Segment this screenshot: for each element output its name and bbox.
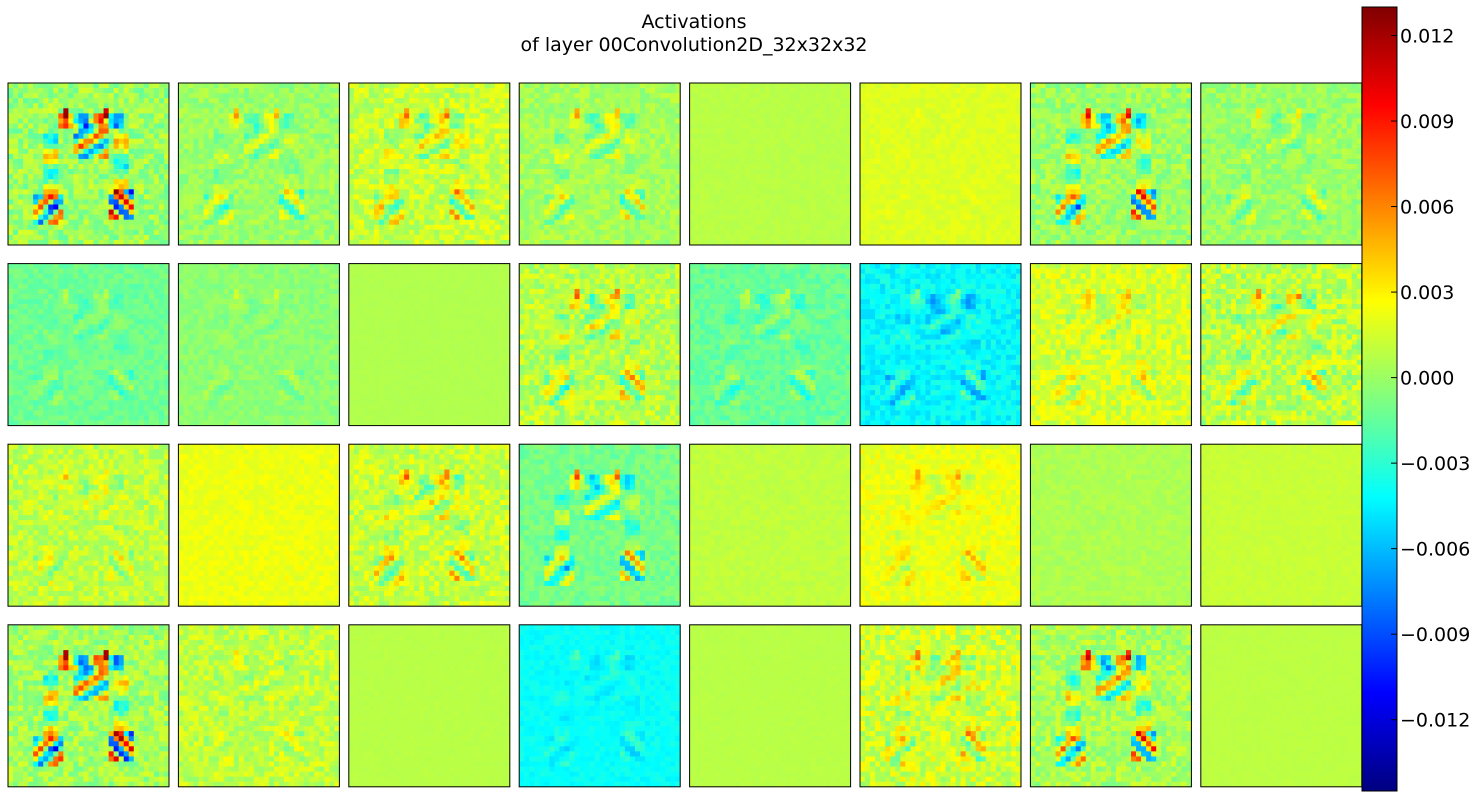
activation-map-20 (689, 443, 852, 607)
activation-map-frame (1029, 443, 1192, 607)
colorbar-tick-label: 0.006 (1400, 197, 1454, 219)
activation-map-30 (1029, 624, 1192, 788)
activation-map-frame (348, 443, 511, 607)
activation-map-5 (859, 82, 1022, 246)
activation-map-11 (518, 263, 681, 427)
activation-map-frame (689, 624, 852, 788)
activation-map-frame (348, 624, 511, 788)
activation-map-8 (7, 263, 170, 427)
activation-map-frame (518, 443, 681, 607)
activation-map-4 (689, 82, 852, 246)
activation-map-frame (7, 82, 170, 246)
activation-map-9 (177, 263, 340, 427)
activation-map-18 (348, 443, 511, 607)
activation-map-27 (518, 624, 681, 788)
activation-map-13 (859, 263, 1022, 427)
activation-map-21 (859, 443, 1022, 607)
activation-map-22 (1029, 443, 1192, 607)
activation-map-31 (1200, 624, 1363, 788)
activation-map-2 (348, 82, 511, 246)
colorbar-tick-label: −0.012 (1400, 710, 1470, 732)
activation-map-frame (859, 263, 1022, 427)
figure-title-line-2: of layer 00Convolution2D_32x32x32 (0, 34, 1388, 56)
colorbar-tick-label: 0.003 (1400, 282, 1454, 304)
activation-map-frame (518, 624, 681, 788)
colorbar-tick-label: −0.009 (1400, 624, 1470, 646)
activation-map-frame (7, 624, 170, 788)
colorbar-tick-label: 0.000 (1400, 368, 1454, 390)
activation-map-1 (177, 82, 340, 246)
activation-map-frame (1029, 263, 1192, 427)
activation-map-frame (348, 263, 511, 427)
activation-map-frame (859, 443, 1022, 607)
activation-map-frame (7, 443, 170, 607)
activation-map-frame (7, 263, 170, 427)
activation-map-frame (177, 263, 340, 427)
activation-map-frame (177, 443, 340, 607)
activation-map-15 (1200, 263, 1363, 427)
activation-map-frame (689, 263, 852, 427)
activation-map-frame (177, 624, 340, 788)
activation-map-frame (348, 82, 511, 246)
activation-map-frame (689, 82, 852, 246)
colorbar (1361, 6, 1398, 792)
activation-map-frame (518, 263, 681, 427)
activation-map-12 (689, 263, 852, 427)
activation-map-28 (689, 624, 852, 788)
activation-map-24 (7, 624, 170, 788)
activation-map-17 (177, 443, 340, 607)
figure-title-line-1: Activations (0, 11, 1388, 33)
activation-map-frame (859, 624, 1022, 788)
activation-map-6 (1029, 82, 1192, 246)
activation-map-10 (348, 263, 511, 427)
activation-map-frame (177, 82, 340, 246)
activation-map-frame (1029, 624, 1192, 788)
activation-map-14 (1029, 263, 1192, 427)
activation-map-23 (1200, 443, 1363, 607)
activation-map-19 (518, 443, 681, 607)
colorbar-tick-label: 0.012 (1400, 26, 1454, 48)
activation-map-frame (689, 443, 852, 607)
activation-map-0 (7, 82, 170, 246)
activation-map-frame (859, 82, 1022, 246)
colorbar-tick-label: −0.003 (1400, 453, 1470, 475)
activation-map-25 (177, 624, 340, 788)
activation-map-29 (859, 624, 1022, 788)
colorbar-tick-label: 0.009 (1400, 111, 1454, 133)
activation-map-frame (1029, 82, 1192, 246)
activation-map-16 (7, 443, 170, 607)
colorbar-tick-label: −0.006 (1400, 539, 1470, 561)
activation-map-7 (1200, 82, 1363, 246)
activation-map-3 (518, 82, 681, 246)
activation-map-26 (348, 624, 511, 788)
activation-map-frame (518, 82, 681, 246)
